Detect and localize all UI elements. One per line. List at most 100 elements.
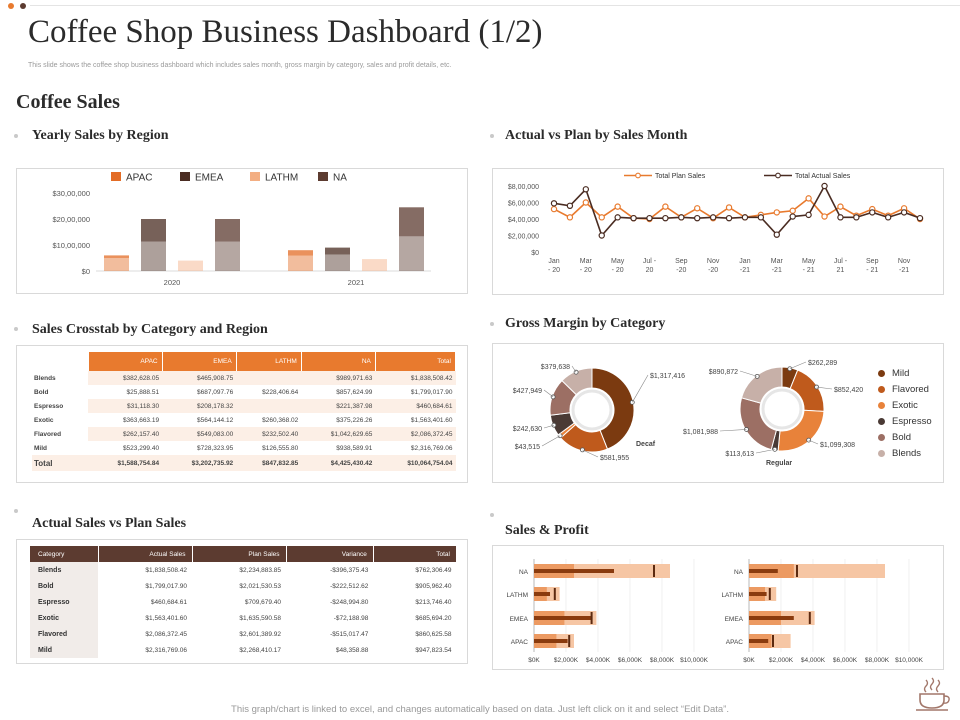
table-cell: $213,746.40 <box>415 598 452 606</box>
actual-vs-plan-table: Category Actual Sales Plan Sales Variance To… <box>30 546 458 658</box>
slice-value-label: $262,289 <box>808 360 837 367</box>
table-row: Flavored $262,157.40 $549,083.00 $232,502.4… <box>32 427 456 441</box>
table-cell: -$72,188.98 <box>333 614 369 622</box>
y-tick-label: $8,00,000 <box>508 184 539 191</box>
table-cell: $728,323.95 <box>197 444 234 452</box>
slice-value-label: $379,638 <box>541 364 570 371</box>
data-point <box>853 214 860 221</box>
plan-table-body: Blends $1,838,508.42 $2,234,883.85 -$396,37… <box>30 562 457 658</box>
table-cell: $232,502.40 <box>236 427 302 441</box>
crosstab-title: Sales Crosstab by Category and Region <box>32 322 268 337</box>
section-title: Coffee Sales <box>16 91 120 113</box>
table-cell: $947,823.54 <box>415 646 452 654</box>
actual-vs-plan-title: Actual Sales vs Plan Sales <box>32 516 187 531</box>
table-cell: $685,694.20 <box>415 614 452 622</box>
total-cell: $10,064,754.04 <box>375 455 456 471</box>
data-point <box>709 214 717 221</box>
leader-dot <box>629 399 635 405</box>
slice-value-label: $242,630 <box>513 426 542 433</box>
x-tick-label: 20 <box>646 267 654 274</box>
data-point <box>837 203 844 210</box>
table-cell: $1,042,629.65 <box>301 427 376 441</box>
x-tick-label: -21 <box>740 267 750 274</box>
legend-item-exotic: Exotic <box>878 400 918 411</box>
data-point <box>598 214 605 221</box>
legend-label-lathm: LATHM <box>265 173 298 184</box>
table-cell: Espresso <box>30 594 98 610</box>
table-cell: $363,663.19 <box>122 416 160 424</box>
yearly-sales-chart: APAC EMEA LATHM NA $0 $10,00,000 $20,00,000 $3… <box>52 172 431 287</box>
table-cell: $905,962.40 <box>415 582 452 590</box>
table-cell: $860,625.58 <box>415 630 452 638</box>
leader-line <box>789 361 807 370</box>
leader-line <box>582 449 599 458</box>
table-cell: $31,118.30 <box>88 399 163 413</box>
page-title: Coffee Shop Business Dashboard (1/2) <box>28 14 543 50</box>
table-cell: Flavored <box>30 626 98 642</box>
category-label: APAC <box>726 639 744 646</box>
slice-value-label: $43,515 <box>515 444 540 451</box>
table-cell: $382,628.05 <box>88 371 163 385</box>
target-marker <box>553 588 556 600</box>
slice-mild <box>591 367 635 450</box>
data-point <box>741 214 749 221</box>
category-label: LATHM <box>721 592 743 599</box>
header-dot-1 <box>8 3 14 9</box>
crosstab-header-cell <box>32 352 89 371</box>
bar-lathm-base <box>362 259 387 271</box>
table-cell: $48,358.88 <box>335 646 369 654</box>
data-point <box>550 200 558 207</box>
category-label: LATHM <box>506 592 528 599</box>
legend-dot <box>878 385 885 393</box>
x-tick-label: 2021 <box>348 278 365 287</box>
target-marker <box>772 635 774 647</box>
data-point <box>582 186 590 193</box>
legend-item-flavored: Flavored <box>878 384 929 395</box>
table-cell: -$396,375.43 <box>330 566 369 574</box>
slice-blends <box>740 366 783 404</box>
x-tick-label: Jan <box>739 258 750 265</box>
table-cell: $2,601,389.92 <box>239 630 281 638</box>
slice-value-label: $1,081,988 <box>683 429 718 436</box>
data-point <box>678 214 685 221</box>
table-cell: $687,097.76 <box>197 388 234 396</box>
slice-value-label: $427,949 <box>513 388 542 395</box>
leader-line <box>719 429 747 432</box>
table-cell <box>236 399 302 413</box>
data-point <box>566 202 574 210</box>
plan-table-header-row: Category Actual Sales Plan Sales Variance To… <box>30 546 458 562</box>
data-point <box>789 207 796 214</box>
x-tick-label: $8,000K <box>865 657 890 664</box>
leader-line <box>808 439 819 445</box>
x-tick-label: Jan <box>548 258 559 265</box>
x-tick-label: $8,000K <box>650 657 675 664</box>
legend-dot <box>878 449 885 457</box>
category-label: EMEA <box>725 616 744 623</box>
legend-dot <box>878 433 885 441</box>
data-point <box>550 205 558 213</box>
data-point <box>805 195 812 202</box>
x-tick-label: May <box>802 258 816 265</box>
legend-label-apac: APAC <box>126 173 153 184</box>
target-marker <box>568 635 571 647</box>
month-lines <box>550 182 924 239</box>
x-tick-label: Sep <box>675 258 688 265</box>
crosstab-total-row: Total $1,588,754.84 $3,202,735.92 $847,832.… <box>32 455 456 471</box>
table-cell: $221,387.98 <box>301 399 376 413</box>
table-cell: -$515,017.47 <box>330 630 369 638</box>
month-legend: Total Plan Sales Total Actual Sales <box>624 172 851 180</box>
panel-dot <box>490 513 494 517</box>
legend-item-bold: Bold <box>878 432 911 443</box>
table-row: Espresso $31,118.30 $208,178.32 $221,387.98… <box>32 399 456 413</box>
legend-swatch-na <box>318 172 328 181</box>
table-cell: $460,684.61 <box>150 598 187 606</box>
yearly-bars <box>104 207 424 271</box>
bar-na-base <box>399 236 424 271</box>
data-point <box>884 214 892 221</box>
x-tick-label: Jul - <box>834 258 848 265</box>
x-tick-label: 2020 <box>164 278 181 287</box>
data-point <box>566 214 574 221</box>
table-cell: -$222,512.62 <box>330 582 369 590</box>
legend-item-espresso: Espresso <box>878 416 932 427</box>
legend-item-blends: Blends <box>878 448 921 459</box>
